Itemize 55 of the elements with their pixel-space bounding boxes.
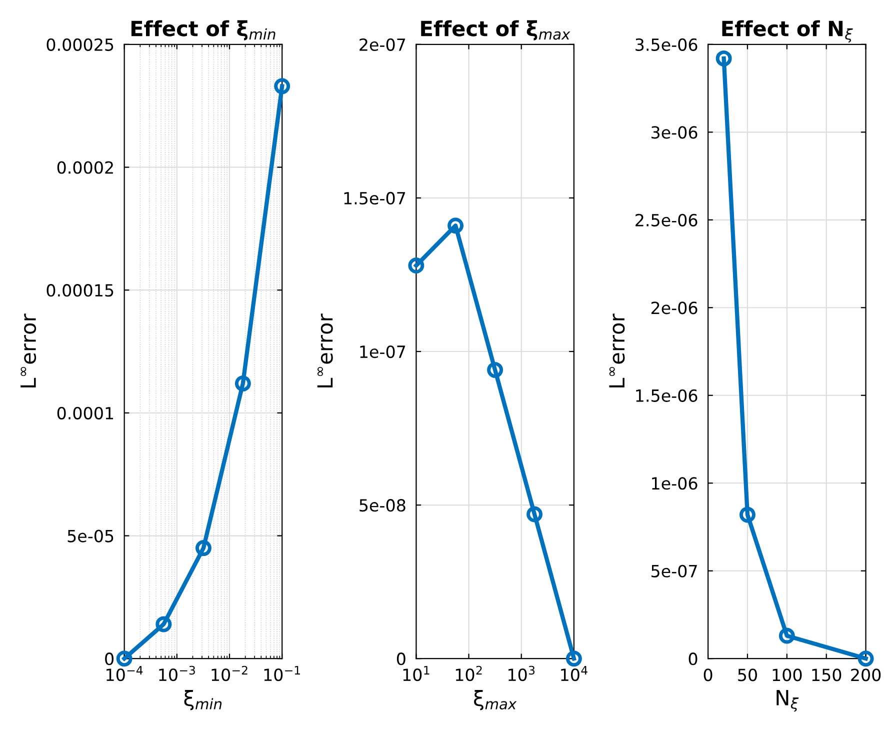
chart-title: Effect of N$_{ξ}$ [722, 20, 853, 43]
x-tick-label: 0 [704, 668, 712, 682]
y-tick-label: 2e-06 [651, 302, 698, 314]
point [778, 628, 795, 644]
point [487, 362, 504, 378]
y-axis-title: L$^{∞}$error [609, 314, 625, 388]
y-tick-label: 2e-07 [360, 38, 406, 51]
x-axis-title: N$_{ξ}$ [776, 690, 799, 712]
y-tick-label: 0.0001 [57, 406, 114, 420]
x-tick-label: 10$^{−3}$ [159, 666, 195, 682]
y-tick-label: 1.5e-06 [636, 389, 698, 402]
x-tick-label: 10$^{−2}$ [212, 666, 248, 682]
y-tick-label: 2.5e-06 [636, 214, 698, 226]
y-tick-label: 3.5e-06 [636, 38, 698, 51]
x-tick-label: 10$^{3}$ [508, 666, 535, 682]
point [408, 258, 424, 274]
point [195, 540, 212, 556]
y-tick-label: 3e-06 [652, 126, 698, 139]
y-tick-label: 5e-05 [68, 530, 114, 542]
y-tick-label: 0 [688, 652, 698, 666]
point [716, 50, 732, 66]
point [526, 506, 543, 522]
point [566, 650, 582, 667]
y-tick-label: 0 [396, 652, 406, 666]
chart-title: Effect of ξ$_{max}$ [421, 20, 570, 40]
x-tick-label: 10$^{1}$ [403, 666, 430, 682]
y-tick-label: 1e-06 [652, 477, 698, 490]
x-tick-label: 10$^{2}$ [456, 666, 482, 682]
y-tick-label: 1.5e-07 [344, 192, 406, 205]
y-tick-label: 5e-08 [360, 499, 406, 512]
chart-title: Effect of ξ$_{min}$ [131, 20, 276, 40]
x-axis-title: ξ$_{max}$ [474, 690, 517, 710]
y-tick-label: 0.00025 [46, 38, 114, 51]
point [156, 616, 172, 632]
x-tick-label: 100 [772, 668, 802, 682]
y-tick-label: 0 [105, 652, 114, 666]
y-tick-label: 0.00015 [46, 284, 114, 297]
y-tick-label: 0.0002 [57, 161, 113, 174]
y-tick-label: 1e-07 [360, 345, 406, 358]
x-tick-label: 10$^{−1}$ [264, 666, 300, 682]
x-tick-label: 10$^{4}$ [561, 666, 588, 682]
x-tick-label: 200 [851, 668, 881, 682]
point [858, 650, 874, 667]
point [116, 650, 132, 667]
x-axis-title: ξ$_{min}$ [184, 690, 222, 710]
point [448, 218, 464, 234]
point [234, 375, 251, 392]
x-tick-label: 150 [812, 668, 842, 682]
point [739, 506, 756, 523]
point [274, 78, 290, 94]
x-tick-label: 10$^{−4}$ [106, 666, 143, 682]
y-axis-title: L$^{∞}$error [20, 314, 36, 388]
y-axis-title: L$^{∞}$error [317, 314, 333, 388]
y-tick-label: 5e-07 [652, 564, 697, 578]
x-tick-label: 50 [738, 668, 757, 682]
